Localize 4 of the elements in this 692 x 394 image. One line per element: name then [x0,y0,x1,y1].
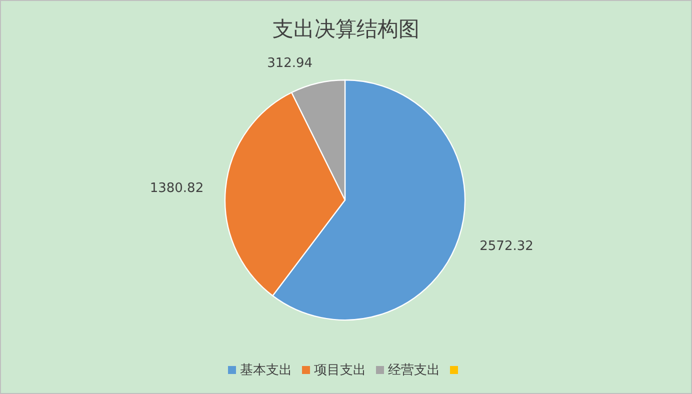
legend-label: 基本支出 [240,363,292,378]
legend-label: 经营支出 [388,363,440,378]
legend-label: 项目支出 [314,363,366,378]
title: 支出决算结构图 [272,17,420,41]
